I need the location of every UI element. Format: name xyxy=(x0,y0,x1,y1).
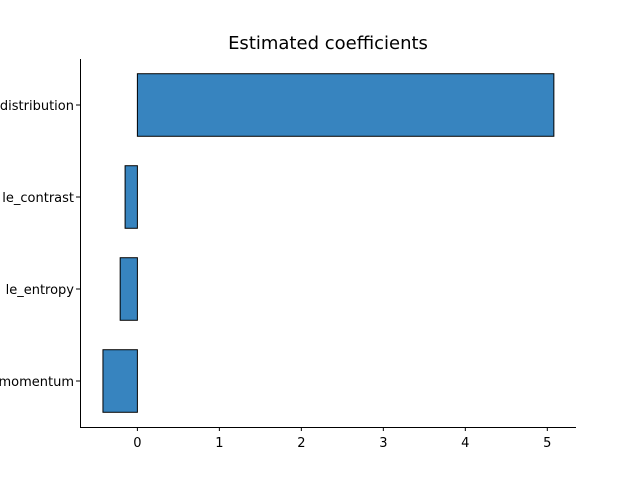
x-tick-label: 2 xyxy=(297,436,305,451)
chart-title: Estimated coefficients xyxy=(228,33,428,54)
bars-group xyxy=(102,73,555,413)
bar-le_contrast xyxy=(124,165,138,229)
x-tick-label: 5 xyxy=(543,436,551,451)
bar-distribution xyxy=(136,73,555,137)
y-ticks-group: distribution le_contrast le_entropymomentu… xyxy=(0,99,80,390)
y-tick-label: distribution xyxy=(0,99,74,114)
y-tick-label: le_entropy xyxy=(6,283,75,298)
y-tick-label: le_contrast xyxy=(2,191,74,206)
x-ticks-group: 0 1 2 3 4 5 xyxy=(133,427,551,451)
y-tick-label: momentum xyxy=(0,375,74,390)
x-tick-label: 0 xyxy=(133,436,141,451)
x-tick-label: 3 xyxy=(379,436,387,451)
x-tick-label: 4 xyxy=(461,436,469,451)
bar-le_entropy xyxy=(119,257,138,321)
x-tick-label: 1 xyxy=(215,436,223,451)
bar-momentum xyxy=(102,349,138,413)
